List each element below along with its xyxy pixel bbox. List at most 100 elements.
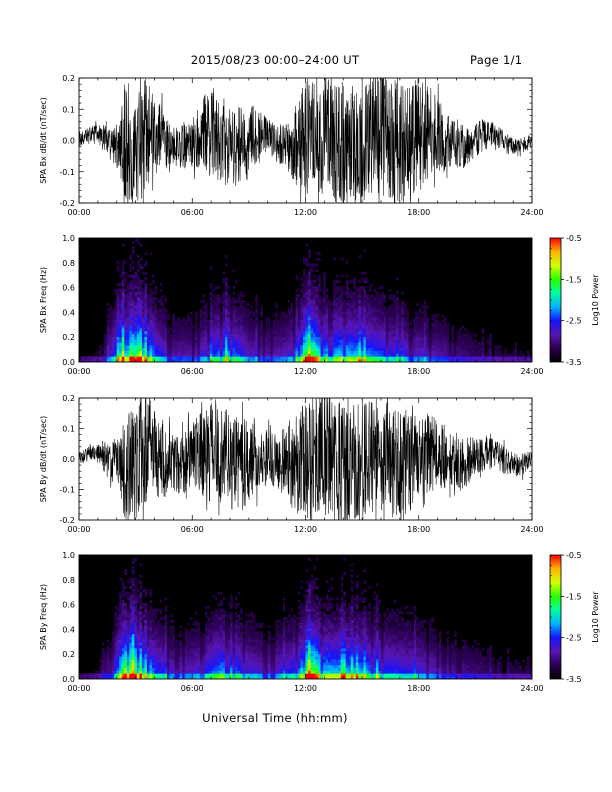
spectrogram-cell	[91, 676, 95, 679]
spectrogram-cell	[305, 328, 309, 332]
spectrogram-cell	[224, 664, 228, 669]
spectrogram-cell	[381, 353, 384, 357]
spectrogram-cell	[86, 359, 90, 362]
spectrogram-cell	[136, 331, 140, 335]
spectrogram-cell	[99, 347, 102, 352]
spectrogram-cell	[232, 645, 236, 649]
spectrogram-cell	[131, 240, 135, 244]
spectrogram-cell	[353, 316, 357, 321]
spectrogram-cell	[297, 331, 301, 335]
spectrogram-cell	[214, 659, 218, 663]
spectrogram-cell	[295, 356, 299, 360]
spectrogram-cell	[169, 667, 173, 671]
spectrogram-cell	[237, 656, 241, 660]
spectrogram-cell	[192, 331, 196, 335]
spectrogram-cell	[189, 631, 193, 635]
spectrogram-cell	[116, 308, 120, 312]
spectrogram-cell	[154, 339, 158, 343]
spectrogram-cell	[315, 356, 319, 360]
spectrogram-cell	[365, 300, 369, 304]
spectrogram-cell	[129, 625, 133, 629]
spectrogram-cell	[212, 328, 216, 332]
spectrogram-cell	[154, 608, 158, 612]
spectrogram-cell	[305, 336, 309, 340]
spectrogram-cell	[378, 308, 382, 312]
spectrogram-cell	[255, 331, 258, 335]
spectrogram-cell	[365, 325, 369, 329]
spectrogram-cell	[217, 673, 221, 677]
spectrogram-cell	[396, 339, 399, 343]
spectrogram-cell	[302, 305, 306, 309]
spectrogram-cell	[187, 353, 191, 357]
spectrogram-cell	[365, 314, 369, 318]
spectrogram-cell	[353, 294, 357, 298]
spectrogram-cell	[360, 350, 364, 354]
spectrogram-cell	[250, 345, 253, 349]
spectrogram-cell	[217, 353, 221, 357]
spectrogram-cell	[365, 339, 369, 343]
spectrogram-cell	[104, 336, 107, 340]
spectrogram-cell	[192, 350, 196, 354]
spectrogram-cell	[116, 628, 120, 632]
spectrogram-cell	[333, 325, 336, 329]
spectrogram-cell	[383, 297, 387, 301]
spectrogram-cell	[187, 656, 191, 660]
spectrogram-cell	[154, 302, 158, 306]
spectrogram-cell	[162, 633, 165, 638]
spectrogram-cell	[446, 339, 450, 343]
spectrogram-cell	[141, 359, 145, 362]
spectrogram-cell	[177, 656, 180, 660]
spectrogram-cell	[370, 305, 374, 309]
spectrogram-cell	[141, 331, 145, 335]
spectrogram-cell	[514, 356, 518, 360]
spectrogram-cell	[199, 345, 203, 349]
spectrogram-cell	[403, 333, 407, 337]
spectrogram-cell	[141, 622, 145, 626]
spectrogram-cell	[335, 305, 339, 309]
spectrogram-cell	[219, 602, 223, 607]
spectrogram-cell	[109, 342, 113, 346]
spectrogram-cell	[169, 628, 173, 632]
spectrogram-cell	[370, 319, 374, 323]
spectrogram-cell	[151, 331, 155, 335]
spectrogram-cell	[350, 319, 354, 323]
spectrogram-cell	[131, 580, 135, 584]
spectrogram-cell	[149, 347, 153, 352]
spectrogram-cell	[134, 611, 138, 615]
spectrogram-cell	[358, 347, 362, 352]
spectrogram-cell	[381, 311, 384, 315]
spectrogram-cell	[202, 339, 206, 343]
spectrogram-cell	[101, 667, 105, 671]
spectrogram-cell	[121, 339, 125, 343]
spectrogram-cell	[109, 673, 113, 677]
spectrogram-cell	[436, 339, 440, 343]
spectrogram-cell	[212, 650, 216, 654]
spectrogram-cell	[230, 308, 233, 312]
spectrogram-cell	[139, 625, 143, 629]
spectrogram-cell	[250, 336, 253, 340]
spectrogram-cell	[230, 359, 233, 362]
spectrogram-cell	[235, 662, 238, 666]
spectrogram-cell	[464, 359, 467, 362]
spectrogram-cell	[149, 252, 153, 256]
spectrogram-cell	[373, 350, 377, 354]
spectrogram-cell	[164, 350, 168, 354]
spectrogram-cell	[204, 662, 208, 666]
spectrogram-cell	[237, 319, 241, 323]
spectrogram-cell	[257, 356, 261, 360]
spectrogram-cell	[235, 308, 238, 312]
spectrogram-cell	[514, 359, 518, 362]
spectrogram-cell	[489, 345, 493, 349]
spectrogram-cell	[360, 288, 364, 292]
spectrogram-cell	[109, 350, 113, 354]
spectrogram-cell	[232, 342, 236, 346]
spectrogram-cell	[378, 350, 382, 354]
spectrogram-cell	[302, 280, 306, 284]
spectrogram-cell	[255, 347, 258, 352]
spectrogram-cell	[199, 650, 203, 654]
spectrogram-cell	[370, 331, 374, 335]
spectrogram-cell	[252, 359, 256, 362]
spectrogram-cell	[124, 345, 128, 349]
spectrogram-cell	[421, 322, 425, 326]
spectrogram-cell	[129, 673, 133, 677]
